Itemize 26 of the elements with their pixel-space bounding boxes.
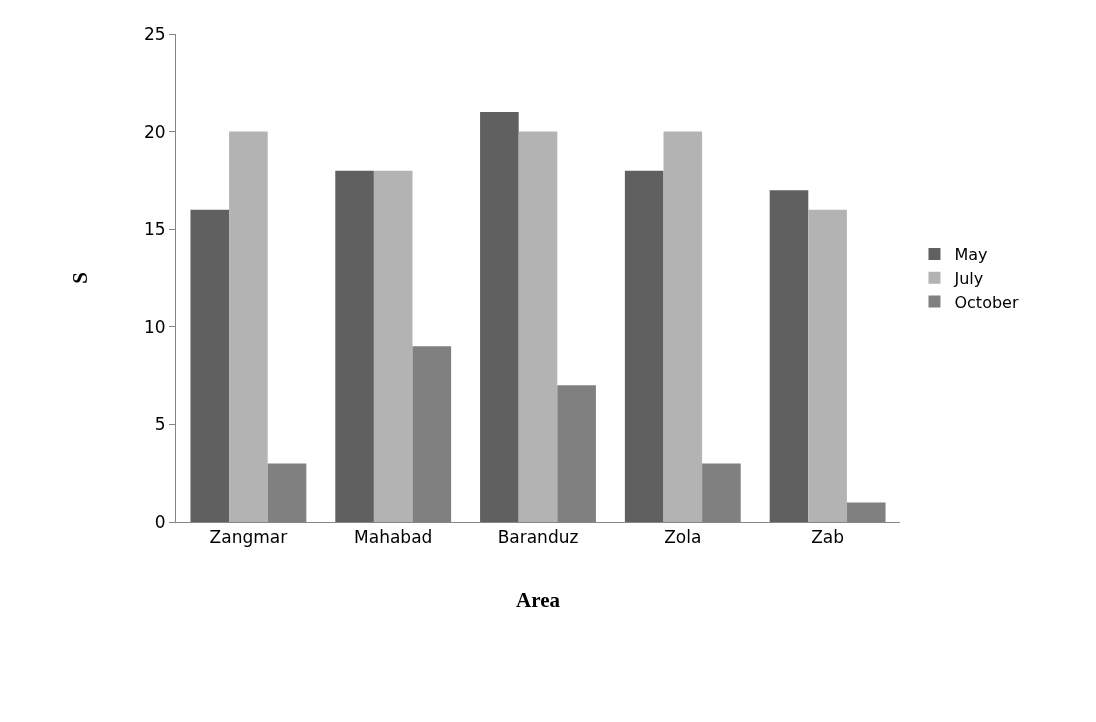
x-tick-label: Zola <box>664 527 702 548</box>
legend-label: July <box>953 268 984 288</box>
bar <box>518 131 558 522</box>
bar <box>190 209 230 522</box>
legend-label: October <box>954 292 1019 312</box>
x-tick-label: Zab <box>811 527 845 548</box>
y-tick-label: 5 <box>154 414 166 435</box>
y-tick-label: 20 <box>143 121 166 142</box>
x-tick-label: Mahabad <box>354 527 433 548</box>
bar <box>480 112 519 522</box>
legend-label: May <box>954 245 988 265</box>
y-tick-label: 10 <box>143 316 166 337</box>
bar <box>808 209 847 522</box>
bar <box>373 170 413 522</box>
y-tick-label: 15 <box>143 219 166 240</box>
y-tick-label: 25 <box>143 23 166 44</box>
bar <box>229 131 268 522</box>
bar <box>769 190 809 522</box>
x-axis-title: Area <box>516 587 561 612</box>
y-tick-label: 0 <box>154 511 166 532</box>
x-tick-label: Zangmar <box>209 527 288 548</box>
y-axis-title: S <box>68 272 93 284</box>
bar <box>335 170 374 522</box>
bar <box>663 131 703 522</box>
x-tick-label: Baranduz <box>497 527 579 548</box>
bar <box>624 170 664 522</box>
